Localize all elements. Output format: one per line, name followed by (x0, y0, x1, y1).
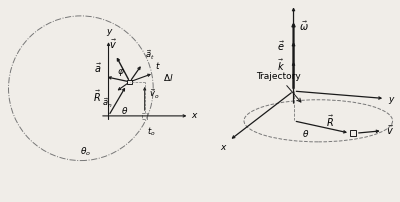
Text: $\vec{R}$: $\vec{R}$ (326, 113, 334, 129)
Bar (142, 113, 148, 119)
Text: $\Delta l$: $\Delta l$ (163, 72, 174, 83)
Text: y: y (106, 27, 111, 36)
Text: $\theta$: $\theta$ (302, 128, 310, 139)
Text: z: z (296, 0, 301, 1)
Text: $\theta_o$: $\theta_o$ (80, 146, 91, 158)
Text: $\vec{a}_t$: $\vec{a}_t$ (145, 49, 155, 62)
Text: $\vec{v}$: $\vec{v}$ (109, 37, 117, 50)
Text: $\vec{R}$: $\vec{R}$ (93, 89, 101, 104)
Text: $\varphi$: $\varphi$ (117, 67, 125, 78)
Text: $\vec{e}$: $\vec{e}$ (277, 40, 285, 53)
Text: $t$: $t$ (156, 60, 161, 72)
Text: $\vec{a}$: $\vec{a}$ (94, 61, 102, 75)
Text: $\vec{v}$: $\vec{v}$ (386, 124, 394, 137)
Text: $\vec{k}$: $\vec{k}$ (277, 58, 285, 73)
Text: y: y (389, 95, 394, 103)
Bar (350, 130, 356, 136)
Text: $t_o$: $t_o$ (147, 125, 156, 138)
Text: $\vec{\omega}$: $\vec{\omega}$ (300, 20, 309, 33)
Text: Trajectory: Trajectory (256, 72, 301, 102)
Text: x: x (220, 143, 225, 152)
Text: $\vec{v}_o$: $\vec{v}_o$ (149, 88, 159, 101)
Text: x: x (192, 111, 197, 120)
Bar (128, 80, 132, 84)
Text: $\vec{a}_n$: $\vec{a}_n$ (102, 96, 113, 110)
Text: $\theta$: $\theta$ (121, 105, 128, 116)
